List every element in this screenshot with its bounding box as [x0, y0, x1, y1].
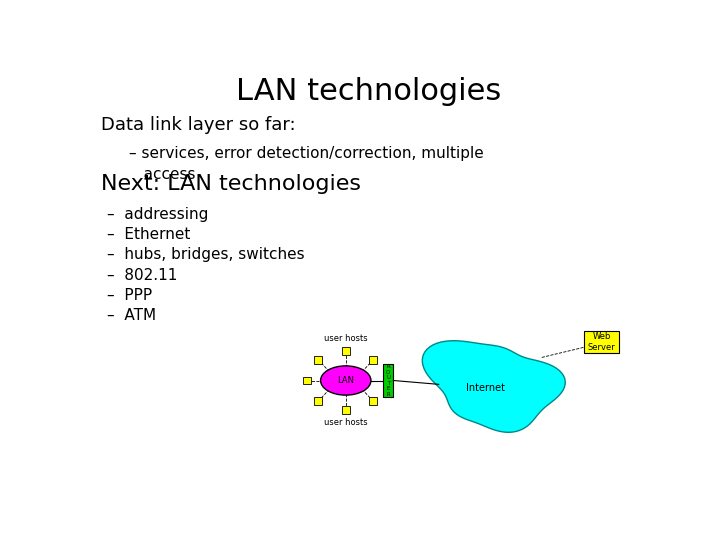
Text: –  PPP: – PPP: [107, 287, 152, 302]
Text: Data link layer so far:: Data link layer so far:: [101, 116, 295, 134]
Text: Internet: Internet: [466, 383, 505, 393]
FancyBboxPatch shape: [369, 356, 377, 363]
Text: –  ATM: – ATM: [107, 308, 156, 322]
Text: –  Ethernet: – Ethernet: [107, 227, 190, 242]
Text: LAN: LAN: [337, 376, 354, 385]
FancyBboxPatch shape: [585, 331, 618, 353]
Text: –  802.11: – 802.11: [107, 267, 177, 282]
Text: user hosts: user hosts: [324, 417, 368, 427]
Text: Next: LAN technologies: Next: LAN technologies: [101, 174, 361, 194]
FancyBboxPatch shape: [369, 397, 377, 405]
FancyBboxPatch shape: [315, 397, 323, 405]
FancyBboxPatch shape: [342, 406, 350, 414]
FancyBboxPatch shape: [342, 347, 350, 355]
FancyBboxPatch shape: [303, 377, 311, 384]
Text: – services, error detection/correction, multiple
   access: – services, error detection/correction, …: [129, 146, 484, 181]
Text: R
O
U
T
E
R: R O U T E R: [386, 364, 390, 396]
Text: LAN technologies: LAN technologies: [236, 77, 502, 106]
Ellipse shape: [320, 366, 371, 395]
Text: user hosts: user hosts: [324, 334, 368, 343]
Text: –  hubs, bridges, switches: – hubs, bridges, switches: [107, 247, 305, 262]
FancyBboxPatch shape: [383, 364, 393, 397]
Polygon shape: [423, 341, 565, 433]
Text: –  addressing: – addressing: [107, 207, 208, 222]
Text: Web
Server: Web Server: [588, 332, 616, 352]
FancyBboxPatch shape: [315, 356, 323, 363]
